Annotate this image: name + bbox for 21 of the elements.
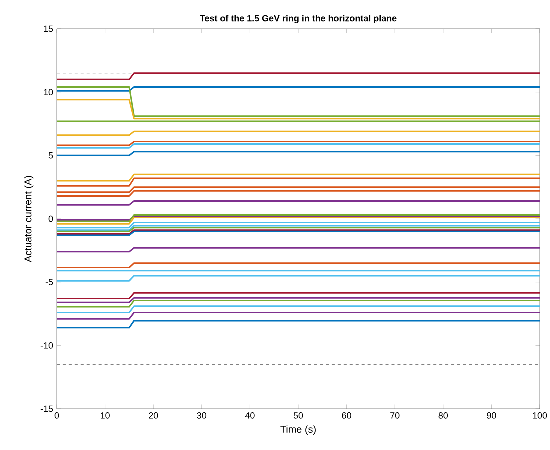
- x-tick-label: 30: [197, 412, 207, 419]
- y-tick-label: -5: [46, 279, 54, 286]
- x-axis-title: Time (s): [280, 426, 316, 435]
- x-tick-label: 50: [294, 412, 304, 419]
- chart-title: Test of the 1.5 GeV ring in the horizontal plane: [200, 15, 397, 24]
- x-tick-label: 80: [438, 412, 448, 419]
- x-tick-label: 100: [533, 412, 548, 419]
- y-tick-label: -15: [40, 406, 54, 412]
- y-tick-label: -10: [40, 342, 54, 349]
- x-tick-label: 70: [390, 412, 400, 419]
- y-tick-label: 0: [48, 216, 54, 222]
- x-tick-label: 40: [245, 412, 255, 419]
- y-axis-title: Actuator current (A): [24, 176, 34, 262]
- y-tick-label: 5: [48, 152, 54, 159]
- y-tick-label: 10: [44, 89, 54, 96]
- x-tick-label: 20: [149, 412, 158, 419]
- x-tick-label: 0: [54, 412, 60, 419]
- y-tick-label: 15: [44, 26, 54, 32]
- x-tick-label: 10: [101, 412, 110, 419]
- x-tick-label: 90: [487, 412, 496, 419]
- x-tick-label: 60: [342, 412, 352, 419]
